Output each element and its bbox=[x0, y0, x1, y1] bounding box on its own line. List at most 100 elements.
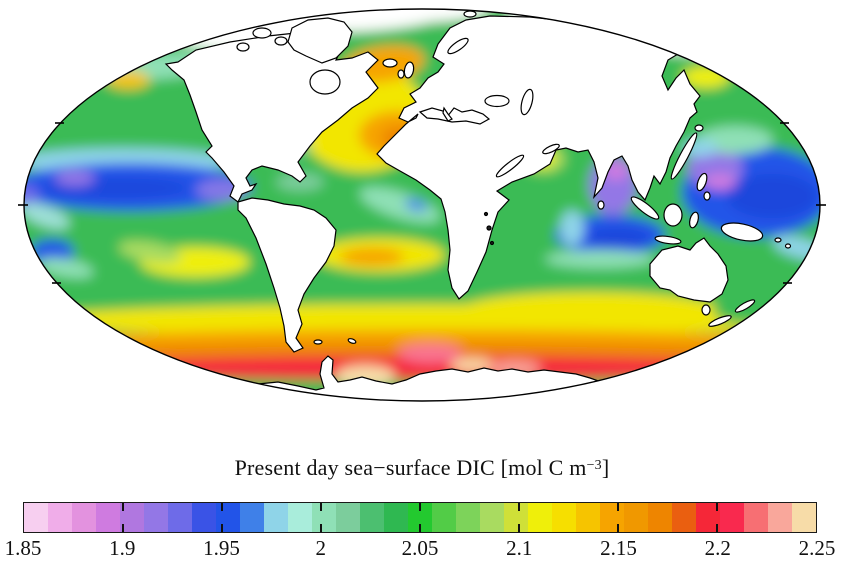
arctic-island bbox=[274, 36, 288, 46]
colorbar-bands bbox=[24, 503, 816, 532]
colorbar-tick-mark bbox=[221, 524, 223, 532]
arctic-island bbox=[236, 42, 250, 52]
colorbar-tick-mark bbox=[419, 524, 421, 532]
new-zealand-north bbox=[734, 299, 756, 313]
uk bbox=[403, 61, 415, 79]
colorbar-band bbox=[72, 503, 96, 532]
red-sea bbox=[495, 154, 525, 178]
sumatra bbox=[630, 196, 660, 220]
ocean-field-blob bbox=[404, 198, 428, 212]
colorbar-tick-mark bbox=[221, 503, 223, 511]
hokkaido bbox=[694, 124, 704, 132]
colorbar-tick-label: 1.95 bbox=[203, 536, 240, 560]
solomon-islands bbox=[774, 237, 782, 243]
colorbar-tick-label: 1.85 bbox=[4, 536, 42, 560]
african-lake bbox=[486, 225, 492, 231]
tasmania bbox=[701, 304, 711, 316]
continent-south-america bbox=[237, 197, 337, 353]
colorbar-band bbox=[264, 503, 288, 532]
colorbar-band bbox=[552, 503, 576, 532]
colorbar-tick-mark bbox=[122, 503, 124, 511]
sri-lanka bbox=[597, 200, 605, 210]
sulawesi bbox=[689, 211, 699, 229]
colorbar-tick-label: 2.15 bbox=[600, 536, 637, 560]
colorbar-tick-mark bbox=[617, 503, 619, 511]
continent-antarctica bbox=[237, 355, 625, 401]
ocean-field-blob bbox=[545, 250, 655, 268]
colorbar-tick-label: 1.9 bbox=[109, 536, 136, 560]
figure-title: Present day sea−surface DIC [mol C m−3] bbox=[0, 455, 844, 481]
colorbar-band bbox=[672, 503, 696, 532]
colorbar-band bbox=[480, 503, 504, 532]
colorbar-band bbox=[192, 503, 216, 532]
solomon-islands bbox=[784, 243, 792, 249]
colorbar-tick-mark bbox=[518, 503, 520, 511]
philippines-south bbox=[703, 191, 711, 201]
colorbar-band bbox=[24, 503, 48, 532]
colorbar-band bbox=[576, 503, 600, 532]
figure-title-text: Present day sea−surface DIC [mol C m bbox=[234, 455, 587, 480]
african-lake bbox=[483, 211, 489, 217]
ocean-field-blob bbox=[118, 240, 182, 264]
ocean-field-blob bbox=[460, 292, 720, 328]
borneo bbox=[663, 203, 683, 227]
colorbar-band bbox=[360, 503, 384, 532]
colorbar-band bbox=[144, 503, 168, 532]
african-lake bbox=[489, 240, 495, 246]
colorbar-band bbox=[216, 503, 240, 532]
colorbar-tick-mark bbox=[518, 524, 520, 532]
new-zealand-south bbox=[708, 315, 732, 327]
colorbar-tick-mark bbox=[419, 503, 421, 511]
colorbar-band bbox=[648, 503, 672, 532]
colorbar-band bbox=[720, 503, 744, 532]
colorbar-tick-mark bbox=[320, 503, 322, 511]
colorbar-tick-label: 2.2 bbox=[704, 536, 731, 560]
baltic-sea bbox=[447, 37, 469, 55]
arctic-island bbox=[252, 27, 272, 39]
black-sea bbox=[484, 94, 510, 108]
colorbar-band bbox=[336, 503, 360, 532]
colorbar-band bbox=[504, 503, 528, 532]
new-guinea bbox=[720, 222, 764, 242]
italy bbox=[442, 106, 453, 122]
japan bbox=[670, 132, 698, 180]
colorbar-band bbox=[120, 503, 144, 532]
colorbar-tick-mark bbox=[617, 524, 619, 532]
ocean-field-blob bbox=[727, 174, 817, 218]
colorbar-band bbox=[792, 503, 816, 532]
colorbar-band bbox=[168, 503, 192, 532]
hudson-bay bbox=[309, 69, 341, 95]
south-georgia bbox=[347, 338, 357, 344]
greenland bbox=[287, 17, 353, 64]
ocean-field-blob bbox=[55, 170, 95, 186]
ocean-field-blob bbox=[340, 248, 404, 266]
iceland bbox=[382, 58, 398, 68]
ocean-field-blob bbox=[24, 203, 70, 229]
colorbar-band bbox=[744, 503, 768, 532]
map-svg bbox=[18, 8, 826, 402]
ireland bbox=[397, 69, 405, 79]
svalbard bbox=[463, 10, 477, 18]
ocean-field-blob bbox=[398, 343, 462, 363]
colorbar-band bbox=[96, 503, 120, 532]
persian-gulf bbox=[542, 143, 560, 155]
colorbar-band bbox=[528, 503, 552, 532]
ocean-field-blob bbox=[560, 210, 584, 246]
ocean-field-blob bbox=[106, 71, 150, 89]
figure-title-superscript: −3 bbox=[586, 458, 602, 473]
philippines bbox=[696, 172, 708, 192]
colorbar-band bbox=[624, 503, 648, 532]
colorbar-tick-mark bbox=[716, 524, 718, 532]
colorbar-tick-label: 2.1 bbox=[506, 536, 533, 560]
java bbox=[654, 235, 682, 245]
colorbar bbox=[23, 502, 817, 533]
colorbar-tick-mark bbox=[122, 524, 124, 532]
ocean-field-blob bbox=[359, 187, 441, 223]
caspian-sea bbox=[520, 88, 534, 116]
ocean-field-blob bbox=[44, 356, 800, 380]
ocean-field-blob bbox=[38, 257, 94, 279]
colorbar-band bbox=[384, 503, 408, 532]
continent-afro-eurasia bbox=[376, 15, 701, 300]
colorbar-tick-label: 2.25 bbox=[798, 536, 836, 560]
